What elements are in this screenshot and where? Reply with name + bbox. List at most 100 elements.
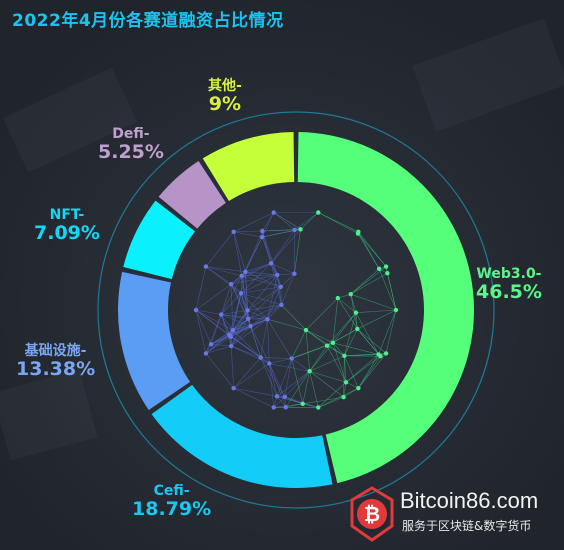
- network-link: [205, 266, 242, 277]
- network-link: [337, 297, 357, 313]
- slice-other: [202, 132, 295, 201]
- slice-nft: [123, 200, 196, 280]
- watermark: ₿ Bitcoin86.com 服务于区块链&数字货币: [348, 486, 558, 542]
- network-link: [267, 318, 307, 331]
- network-link: [350, 294, 357, 313]
- network-link: [195, 309, 222, 315]
- network-link: [240, 271, 246, 294]
- network-link: [378, 268, 397, 311]
- network-link: [205, 266, 246, 273]
- network-link: [284, 371, 310, 398]
- network-link: [332, 342, 345, 357]
- network-link: [280, 286, 282, 305]
- network-node: [230, 327, 236, 333]
- network-node: [260, 228, 265, 234]
- network-link: [195, 309, 234, 331]
- network-link: [233, 387, 278, 397]
- network-link: [260, 357, 278, 397]
- network-node: [274, 394, 280, 399]
- network-link: [332, 298, 339, 343]
- network-node: [335, 295, 341, 301]
- network-link: [309, 355, 345, 372]
- network-link: [248, 304, 282, 320]
- network-link: [195, 309, 232, 337]
- label-value-infrastructure: 13.38%: [16, 358, 96, 381]
- network-node: [228, 334, 234, 339]
- network-node: [393, 307, 399, 313]
- network-link: [344, 312, 357, 356]
- network-link: [233, 357, 261, 389]
- network-link: [245, 262, 272, 273]
- network-link: [230, 318, 268, 337]
- network-link: [211, 344, 232, 347]
- network-link: [281, 273, 295, 305]
- network-link: [305, 329, 310, 372]
- network-node: [265, 317, 270, 322]
- network-link: [205, 231, 234, 267]
- network-link: [240, 292, 282, 306]
- network-link: [232, 329, 261, 358]
- label-name-defi: Defi-: [112, 126, 150, 142]
- network-link: [273, 212, 295, 231]
- network-link: [231, 345, 261, 358]
- network-node: [316, 405, 321, 410]
- network-link: [332, 342, 379, 355]
- network-link: [247, 304, 282, 311]
- network-link: [233, 231, 243, 276]
- network-link: [385, 309, 397, 354]
- network-node: [385, 271, 390, 276]
- network-link: [221, 314, 251, 327]
- network-link: [309, 370, 347, 383]
- network-link: [300, 212, 319, 230]
- network-link: [269, 363, 286, 397]
- network-link: [232, 293, 242, 331]
- network-link: [305, 329, 345, 357]
- network-link: [355, 309, 397, 313]
- network-link: [269, 363, 275, 408]
- label-value-cefi: 18.79%: [132, 498, 212, 521]
- network-link: [344, 355, 347, 383]
- network-link: [267, 304, 282, 320]
- chart-title: 2022年4月份各赛道融资占比情况: [12, 11, 284, 31]
- network-link: [350, 272, 388, 295]
- network-link: [350, 268, 380, 295]
- network-node: [343, 380, 349, 385]
- network-link: [267, 319, 292, 359]
- network-link: [240, 293, 268, 320]
- network-link: [345, 381, 359, 389]
- network-link: [345, 355, 381, 383]
- network-node: [271, 405, 276, 410]
- network-link: [343, 355, 345, 398]
- network-link: [245, 230, 263, 272]
- svg-text:₿: ₿: [364, 504, 380, 526]
- network-node: [271, 210, 276, 215]
- network-node: [289, 356, 294, 361]
- network-node: [383, 351, 389, 356]
- network-link: [270, 262, 295, 275]
- network-link: [284, 358, 293, 397]
- network-node: [356, 385, 361, 391]
- label-name-other: 其他-: [208, 78, 242, 94]
- label-web3: Web3.0- 46.5%: [476, 266, 542, 304]
- network-node: [324, 343, 330, 348]
- network-link: [358, 353, 387, 389]
- network-link: [230, 325, 251, 347]
- network-node: [193, 307, 199, 313]
- network-node: [231, 385, 236, 391]
- network-link: [309, 370, 344, 398]
- network-node: [298, 227, 303, 232]
- network-link: [294, 229, 301, 274]
- network-link: [350, 293, 397, 311]
- network-node: [219, 312, 224, 317]
- network-link: [230, 271, 246, 285]
- network-link: [233, 230, 263, 233]
- network-node: [283, 405, 288, 410]
- network-link: [345, 354, 379, 383]
- network-link: [233, 231, 263, 238]
- network-node: [307, 369, 312, 374]
- network-link: [318, 382, 347, 408]
- network-link: [273, 396, 286, 408]
- network-link: [302, 371, 310, 404]
- network-node: [282, 394, 288, 400]
